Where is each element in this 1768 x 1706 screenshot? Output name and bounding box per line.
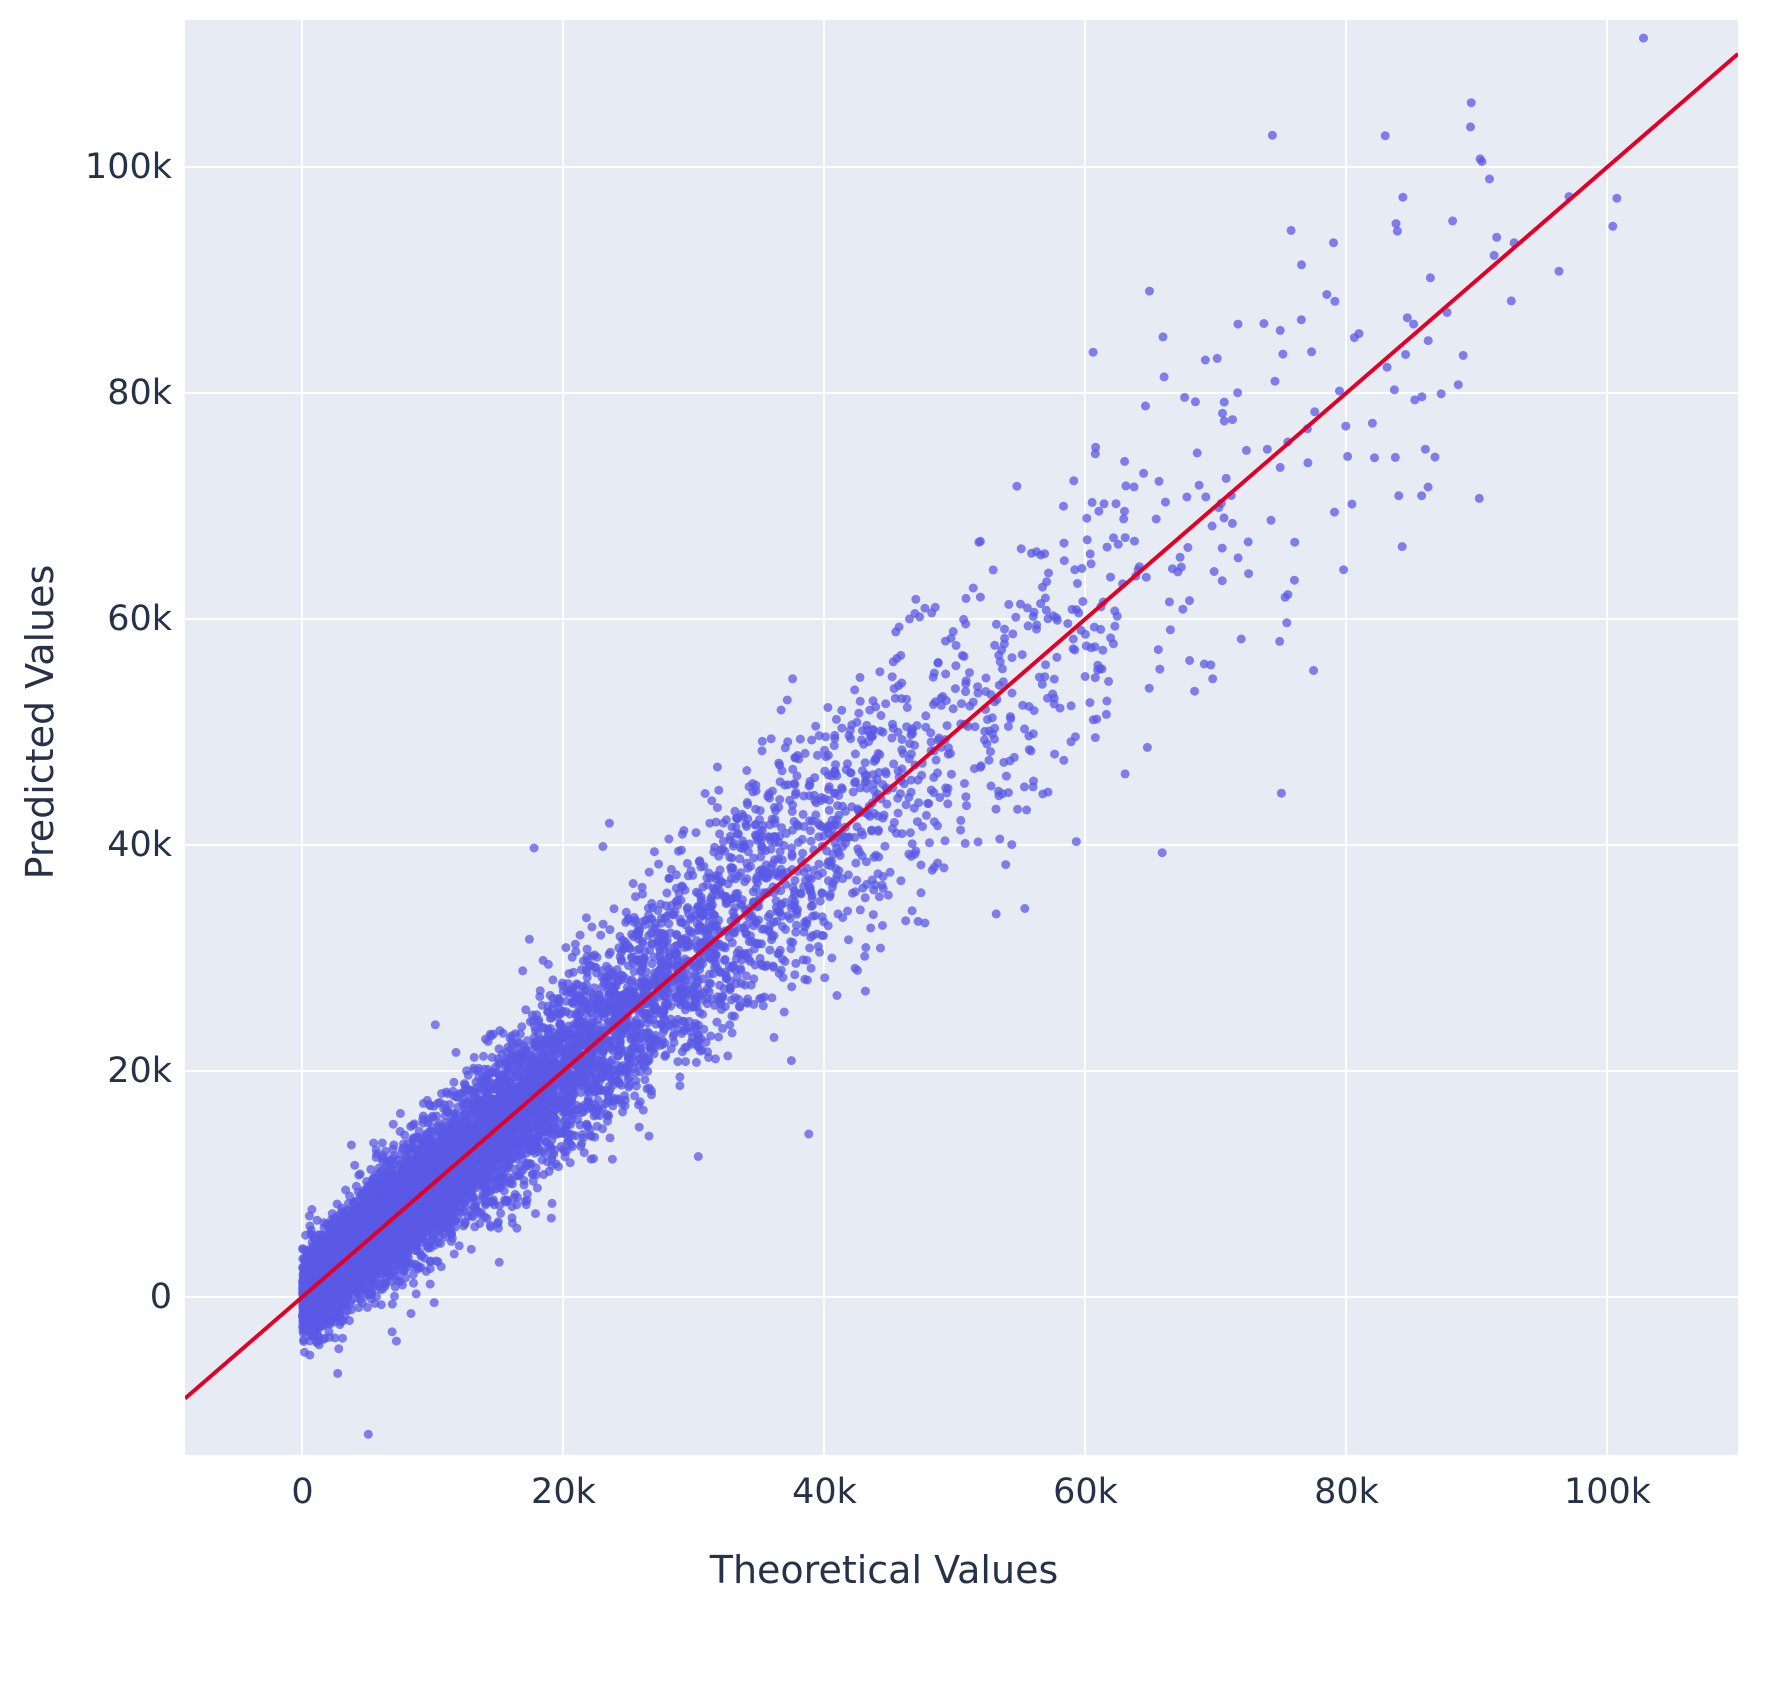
scatter-point: [1425, 273, 1435, 283]
scatter-point: [640, 1075, 650, 1085]
scatter-point: [827, 953, 837, 963]
scatter-point: [766, 734, 776, 744]
scatter-point: [1041, 605, 1051, 615]
gridline-vertical: [562, 20, 565, 1455]
scatter-point: [757, 736, 767, 746]
scatter-point: [654, 859, 664, 869]
scatter-point: [1296, 315, 1306, 325]
scatter-point: [1158, 332, 1168, 342]
scatter-point: [1113, 539, 1123, 549]
scatter-point: [855, 672, 865, 682]
scatter-point: [693, 1152, 703, 1161]
gridline-vertical: [301, 20, 304, 1455]
gridline-vertical: [1606, 20, 1609, 1455]
scatter-point: [1071, 837, 1081, 847]
scatter-point: [1159, 372, 1169, 382]
scatter-point: [868, 910, 878, 920]
scatter-point: [813, 750, 822, 760]
scatter-point: [984, 755, 994, 765]
gridline-vertical: [1084, 20, 1087, 1455]
scatter-point: [1178, 604, 1188, 614]
gridline-horizontal: [185, 391, 1738, 394]
plot-area: [185, 20, 1738, 1455]
gridline-horizontal: [185, 1295, 1738, 1298]
scatter-point: [1219, 513, 1229, 523]
scatter-point: [792, 920, 801, 930]
scatter-point: [758, 1001, 768, 1011]
gridline-horizontal: [185, 165, 1738, 168]
scatter-point: [1201, 492, 1211, 502]
scatter-point: [496, 1208, 506, 1218]
scatter-point: [913, 916, 923, 926]
gridline-vertical: [1345, 20, 1348, 1455]
scatter-point: [1612, 193, 1622, 203]
scatter-point: [1485, 174, 1494, 184]
scatter-point: [682, 858, 692, 868]
scatter-point: [1221, 473, 1231, 483]
gridline-horizontal: [185, 1069, 1738, 1072]
scatter-point: [804, 1129, 814, 1139]
